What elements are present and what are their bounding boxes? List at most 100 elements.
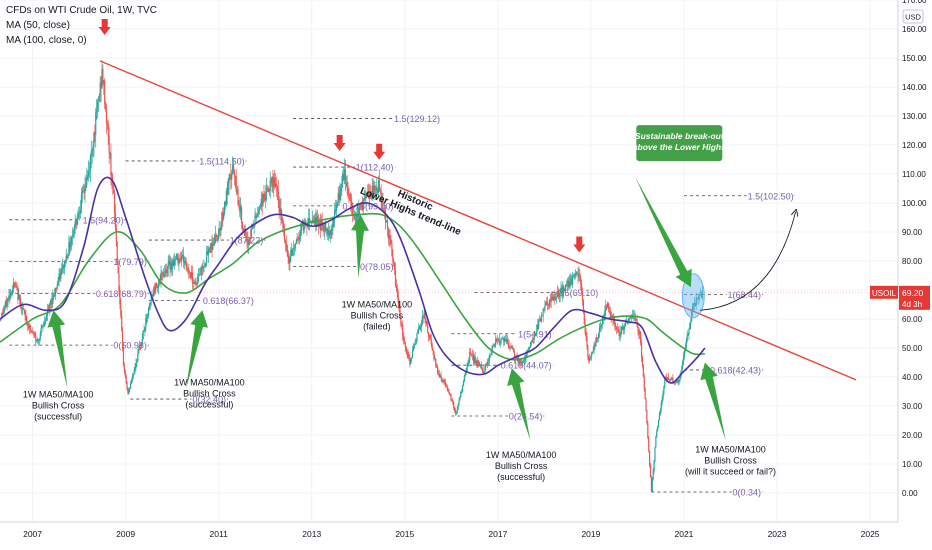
- candle-body: [292, 248, 295, 250]
- candle-body: [48, 304, 50, 311]
- candle-body: [413, 344, 415, 347]
- candle-body: [190, 272, 193, 278]
- candle-body: [229, 174, 231, 179]
- candle-body: [368, 193, 370, 199]
- candle-body: [392, 256, 394, 261]
- candle-body: [657, 419, 660, 427]
- candle-body: [54, 287, 57, 296]
- candle-body: [63, 261, 66, 268]
- candle-body: [481, 368, 483, 371]
- candle-body: [15, 286, 17, 288]
- candle-body: [208, 248, 210, 250]
- candle-body: [139, 345, 142, 347]
- candle-body: [671, 378, 673, 379]
- candle-body: [248, 241, 250, 245]
- candle-body: [138, 345, 141, 349]
- candle-body: [169, 261, 171, 270]
- candle-body: [117, 262, 119, 274]
- legend-title[interactable]: CFDs on WTI Crude Oil, 1W, TVC: [6, 5, 157, 16]
- candle-body: [393, 260, 395, 264]
- current-symbol: USOIL: [872, 289, 897, 298]
- candle-body: [246, 239, 248, 241]
- candle-body: [438, 373, 440, 377]
- candle-body: [99, 82, 101, 97]
- candle-body: [458, 400, 460, 404]
- candle-body: [508, 344, 510, 347]
- candle-body: [336, 201, 338, 207]
- candle-body: [64, 261, 66, 263]
- x-tick-label: 2011: [210, 529, 229, 539]
- candle-body: [25, 315, 27, 321]
- candle-body: [464, 373, 466, 377]
- candle-body: [32, 332, 34, 334]
- candle-body: [237, 189, 239, 205]
- candle-body: [511, 347, 513, 348]
- candle-body: [80, 194, 83, 209]
- candle-body: [1, 312, 3, 319]
- x-tick-label: 2017: [488, 529, 507, 539]
- candle-body: [376, 189, 379, 193]
- candle-body: [228, 178, 230, 184]
- candle-body: [521, 363, 523, 364]
- ma50-line: [0, 176, 706, 384]
- candle-body: [192, 282, 194, 284]
- annotation-text: (will it succeed or fail?): [685, 466, 776, 476]
- candle-body: [376, 189, 378, 191]
- candle-body: [261, 199, 263, 206]
- candle-body: [21, 308, 23, 309]
- candle-body: [589, 356, 592, 359]
- candle-body: [28, 326, 30, 329]
- candle-body: [386, 220, 389, 228]
- candle-body: [130, 383, 132, 388]
- candle-body: [144, 327, 146, 331]
- fib-label-bg: [112, 340, 148, 351]
- candle-body: [405, 347, 407, 352]
- legend-ma50[interactable]: MA (50, close): [6, 20, 70, 31]
- candle-body: [385, 220, 388, 223]
- candle-body: [274, 183, 277, 187]
- candle-body: [166, 268, 168, 274]
- candle-body: [172, 260, 175, 266]
- candle-body: [555, 296, 558, 299]
- candle-body: [645, 399, 647, 411]
- candle-body: [653, 460, 655, 471]
- y-tick-label: 130.00: [902, 112, 927, 121]
- candle-body: [194, 282, 196, 285]
- candle-body: [114, 213, 117, 228]
- candle-body: [87, 170, 90, 176]
- candle-body: [396, 288, 398, 292]
- x-tick-label: 2013: [302, 529, 321, 539]
- candle-body: [551, 296, 553, 299]
- candle-body: [513, 349, 515, 352]
- candle-body: [436, 365, 438, 367]
- candle-body: [637, 325, 639, 332]
- candle-body: [408, 356, 410, 358]
- candle-body: [171, 262, 173, 269]
- price-axis-bg: [898, 0, 932, 550]
- candle-body: [242, 228, 244, 232]
- candle-body: [333, 219, 335, 221]
- candle-body: [223, 213, 225, 220]
- candle-body: [421, 316, 423, 324]
- candle-body: [479, 363, 481, 366]
- candle-body: [450, 394, 452, 401]
- candle-body: [572, 275, 575, 277]
- candle-body: [471, 354, 474, 356]
- candle-body: [647, 422, 649, 439]
- candle-body: [202, 267, 204, 270]
- candle-body: [559, 292, 561, 298]
- candle-body: [244, 228, 246, 237]
- candle-body: [482, 370, 484, 373]
- x-tick-label: 2023: [768, 529, 787, 539]
- candle-body: [535, 333, 537, 336]
- candle-body: [331, 229, 333, 231]
- candle-body: [210, 243, 212, 253]
- candle-body: [641, 357, 644, 366]
- y-tick-label: 40.00: [902, 373, 923, 382]
- candle-body: [130, 378, 133, 384]
- candle-body: [227, 183, 229, 195]
- candle-body: [379, 190, 381, 192]
- legend-ma100[interactable]: MA (100, close, 0): [6, 35, 87, 46]
